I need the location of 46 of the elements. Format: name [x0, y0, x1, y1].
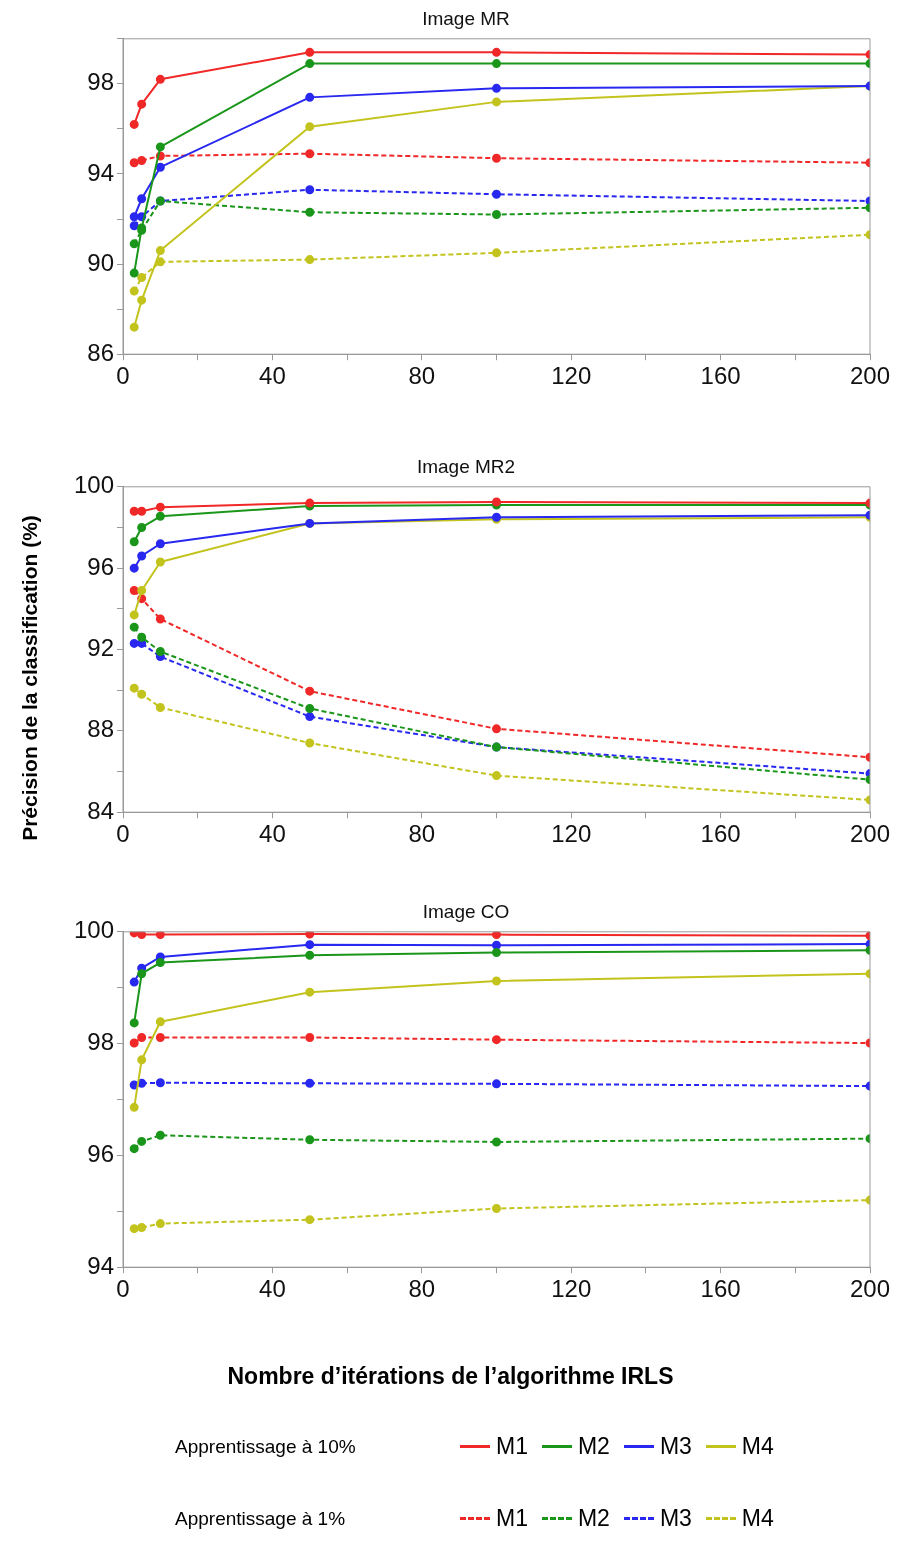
- x-tick-label: 200: [849, 820, 891, 848]
- y-tick-label: 96: [87, 1140, 114, 1168]
- y-tick-label: 92: [87, 634, 114, 662]
- x-tick-label: 120: [551, 362, 592, 390]
- y-tick-label: 100: [73, 471, 114, 499]
- x-tick-label: 40: [259, 1275, 286, 1303]
- y-tick-label: 94: [87, 1251, 114, 1279]
- legend-label: M2: [577, 1433, 610, 1460]
- x-axis-title: Nombre d’itérations de l’algorithme IRLS: [226, 1363, 675, 1390]
- x-tick-label: 80: [408, 820, 436, 848]
- x-tick-label: 160: [700, 1275, 741, 1303]
- x-tick-label: 200: [849, 1275, 891, 1303]
- legend-label: M3: [659, 1505, 692, 1532]
- legend-label: M4: [741, 1433, 774, 1460]
- legend-label: M2: [577, 1505, 610, 1532]
- y-tick-label: 88: [87, 715, 114, 743]
- x-tick-label: 0: [116, 362, 130, 390]
- legend-label: M1: [496, 1505, 528, 1532]
- y-axis-title: Précision de la classification (%): [18, 515, 42, 841]
- chart-title: Image CO: [422, 900, 510, 922]
- x-tick-label: 160: [700, 820, 741, 848]
- text: Apprentissage à 10%: [175, 1435, 357, 1458]
- y-tick-label: 84: [87, 796, 114, 824]
- y-tick-label: 96: [87, 552, 114, 580]
- x-tick-label: 80: [408, 1275, 436, 1303]
- x-tick-label: 120: [551, 1275, 592, 1303]
- legend-label: M3: [659, 1433, 692, 1460]
- x-tick-label: 160: [700, 362, 741, 390]
- y-tick-label: 98: [87, 68, 114, 96]
- x-tick-label: 40: [259, 820, 286, 848]
- x-tick-label: 40: [259, 362, 286, 390]
- y-tick-label: 94: [87, 158, 114, 186]
- y-tick-label: 86: [87, 338, 114, 366]
- chart-title: Image MR2: [416, 455, 516, 477]
- x-tick-label: 80: [408, 362, 436, 390]
- x-tick-label: 0: [116, 1275, 130, 1303]
- y-tick-label: 98: [87, 1028, 114, 1056]
- chart-title: Image MR: [422, 7, 510, 29]
- y-tick-label: 90: [87, 248, 114, 276]
- x-tick-label: 0: [116, 820, 130, 848]
- x-tick-label: 120: [551, 820, 592, 848]
- text: Apprentissage à 1%: [175, 1507, 347, 1530]
- legend-label: M4: [741, 1505, 774, 1532]
- y-tick-label: 100: [73, 916, 114, 944]
- legend-label: M1: [496, 1433, 528, 1460]
- x-tick-label: 200: [849, 362, 891, 390]
